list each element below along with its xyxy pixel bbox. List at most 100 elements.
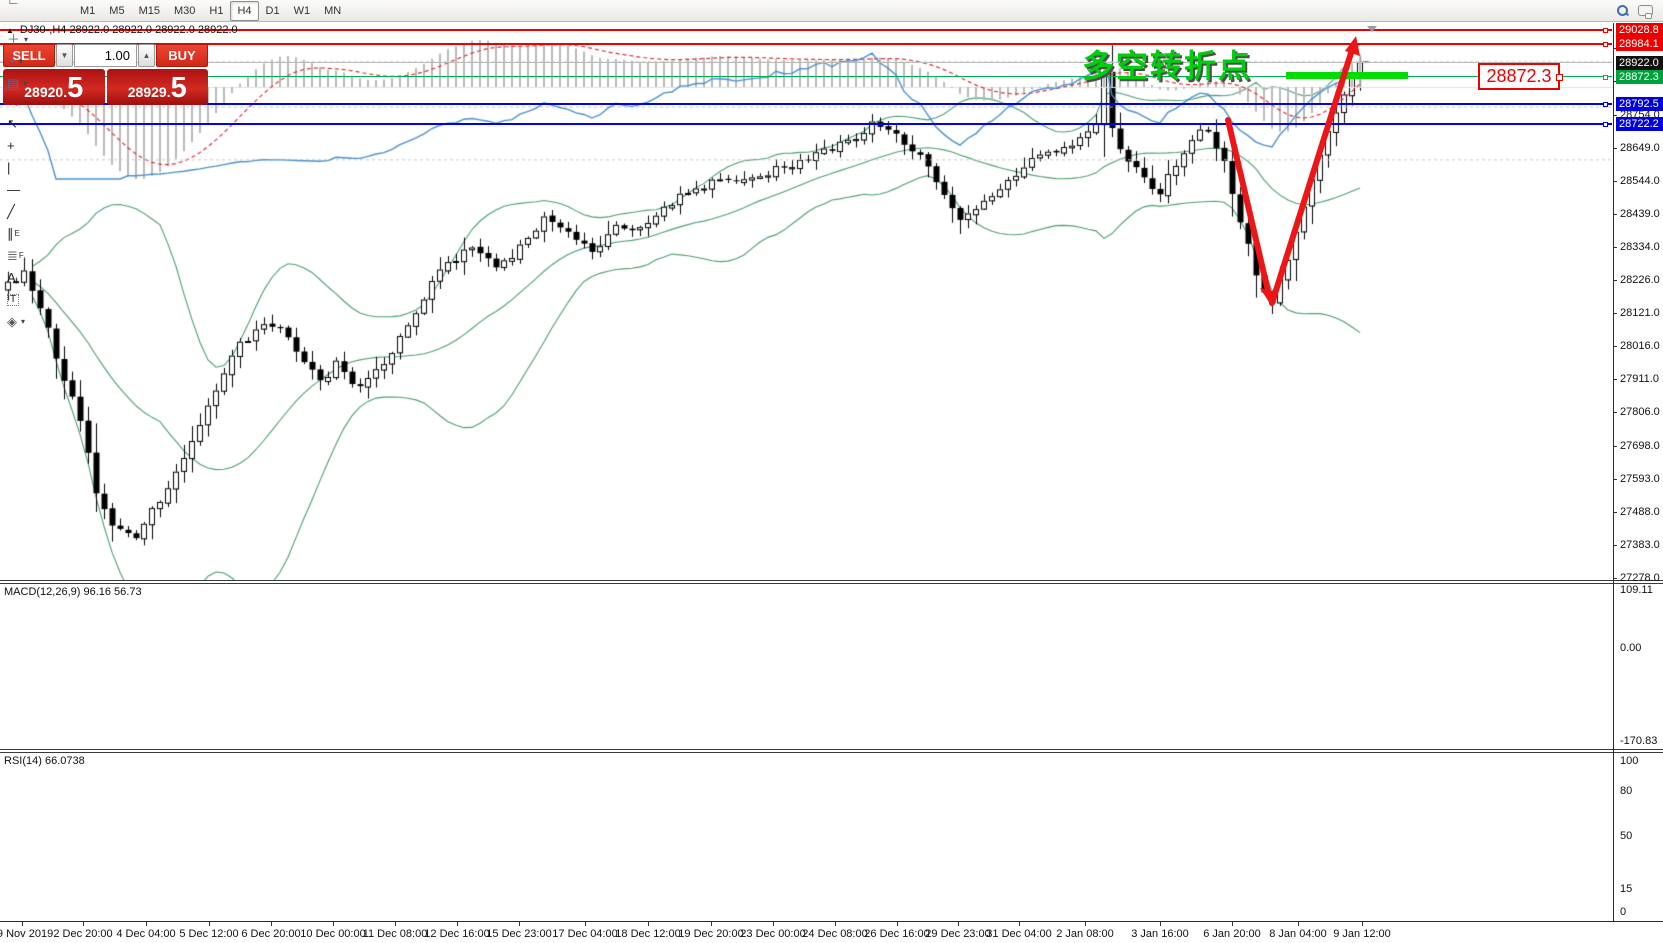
chevron-down-icon[interactable]: ▾: [23, 79, 28, 88]
text-button[interactable]: A: [2, 267, 73, 289]
volume-increase-button[interactable]: ▲: [138, 44, 155, 67]
time-axis-border: [0, 921, 1663, 922]
chevron-down-icon[interactable]: ▾: [18, 57, 23, 66]
support-zone-highlight[interactable]: [1286, 72, 1408, 79]
chart-shift-button[interactable]: ∟: [2, 0, 73, 11]
price-tick-mark: [1613, 512, 1617, 513]
time-tick-mark: [1085, 922, 1086, 926]
price-level-line-28722.2[interactable]: [0, 123, 1612, 125]
periods-button[interactable]: ◔ ▾: [2, 51, 73, 73]
fibonacci-button[interactable]: ≣ F: [2, 245, 73, 267]
time-tick-mark: [1160, 922, 1161, 926]
price-tick-mark: [1613, 148, 1617, 149]
icon-subscript: F: [18, 251, 24, 260]
price-axis-tick: 27698.0: [1620, 440, 1660, 452]
volume-decrease-button[interactable]: ▼: [56, 44, 73, 67]
pane-separator[interactable]: [0, 580, 1663, 584]
macd-axis-tick: 109.11: [1620, 584, 1653, 596]
equidistant-channel-icon: ∥: [7, 226, 14, 241]
time-axis-label: 31 Dec 04:00: [986, 928, 1052, 940]
macd-axis-tick: -170.83: [1620, 735, 1658, 747]
timeframe-mn-button[interactable]: MN: [324, 4, 342, 17]
time-tick-mark: [773, 922, 774, 926]
buy-price-display[interactable]: 28929. 5: [106, 69, 208, 105]
periods-icon: ◔: [7, 54, 15, 69]
arrow-down-marker[interactable]: [1367, 26, 1377, 32]
price-axis-tick: 27806.0: [1620, 406, 1660, 418]
price-tick-mark: [1613, 479, 1617, 480]
price-axis-tick: 28121.0: [1620, 307, 1660, 319]
time-axis-label: 23 Dec 00:00: [740, 928, 806, 940]
crosshair-button[interactable]: +: [2, 135, 73, 157]
price-axis-tick: 27383.0: [1620, 539, 1660, 551]
buy-button[interactable]: BUY: [156, 44, 208, 67]
price-axis-badge-28922.0: 28922.0: [1616, 55, 1663, 70]
price-axis-tick: 28544.0: [1620, 175, 1660, 187]
price-level-line-28872.3[interactable]: [0, 76, 1612, 77]
price-tick-mark: [1613, 412, 1617, 413]
horizontal-line-button[interactable]: —: [2, 179, 73, 201]
chevron-down-icon[interactable]: ▾: [24, 35, 29, 44]
price-level-line-28792.5[interactable]: [0, 103, 1612, 105]
volume-input[interactable]: [74, 44, 137, 67]
timeframe-m15-button[interactable]: M15: [138, 4, 160, 17]
price-axis-tick: 28439.0: [1620, 208, 1660, 220]
timeframe-m5-button[interactable]: M5: [109, 4, 125, 17]
price-axis-tick: 28649.0: [1620, 142, 1660, 154]
price-tick-mark: [1613, 48, 1617, 49]
arrows-object-button[interactable]: ◈ ▾: [2, 311, 73, 333]
text-label-button[interactable]: T: [2, 289, 73, 311]
time-tick-mark: [22, 922, 23, 926]
timeframe-h1-button[interactable]: H1: [209, 4, 224, 17]
time-tick-mark: [648, 922, 649, 926]
price-axis-tick: 27593.0: [1620, 473, 1660, 485]
time-axis-label: 6 Jan 20:00: [1203, 928, 1261, 940]
time-axis-label: 2 Jan 08:00: [1056, 928, 1114, 940]
pane-separator[interactable]: [0, 749, 1663, 753]
cursor-button[interactable]: ↖: [2, 113, 73, 135]
price-tick-mark: [1613, 81, 1617, 82]
time-tick-mark: [1298, 922, 1299, 926]
time-tick-mark: [209, 922, 210, 926]
price-axis-tick: 28226.0: [1620, 274, 1660, 286]
trendline-button[interactable]: ╱: [2, 201, 73, 223]
time-axis-label: 26 Dec 16:00: [864, 928, 930, 940]
vertical-line-button[interactable]: |: [2, 157, 73, 179]
price-level-line-29028.8[interactable]: [0, 29, 1612, 31]
buy-price-main: 28929.: [127, 84, 171, 100]
chart-shift-icon: ∟: [7, 0, 20, 6]
chat-icon[interactable]: [1638, 5, 1653, 19]
timeframe-m1-button[interactable]: M1: [80, 4, 96, 17]
search-icon[interactable]: [1617, 5, 1628, 16]
time-axis-label: 3 Jan 16:00: [1131, 928, 1189, 940]
rsi-indicator-label: RSI(14) 66.0738: [4, 755, 85, 767]
price-level-line-28922[interactable]: [0, 62, 1612, 63]
sell-price-display[interactable]: 28920. 5: [3, 69, 105, 105]
rsi-axis-tick: 50: [1620, 830, 1633, 842]
collapse-triangle-icon[interactable]: ▲: [6, 25, 14, 35]
time-axis-label: 2 Dec 20:00: [53, 928, 113, 940]
price-tick-mark: [1613, 214, 1617, 215]
symbol-ohlc-row: ▲ DJ30-,H4 28922.0 28922.0 28922.0 28922…: [6, 24, 238, 36]
price-axis-tick: 28016.0: [1620, 340, 1660, 352]
price-callout-label[interactable]: 28872.3: [1478, 63, 1560, 90]
time-tick-mark: [271, 922, 272, 926]
timeframe-w1-button[interactable]: W1: [293, 4, 311, 17]
chevron-down-icon[interactable]: ▾: [21, 317, 26, 326]
time-tick-mark: [1362, 922, 1363, 926]
templates-button[interactable]: ▤ ▾: [2, 73, 73, 95]
timeframe-m30-button[interactable]: M30: [173, 4, 196, 17]
chart-window: 29028.8 28984.1 28922.0 28872.3 28792.5 28722…: [0, 23, 1663, 943]
price-axis-badge-28722.2: 28722.2: [1616, 117, 1663, 131]
sell-button[interactable]: SELL: [3, 44, 55, 67]
price-tick-mark: [1613, 247, 1617, 248]
rsi-pane-canvas[interactable]: [0, 23, 1613, 191]
timeframe-d1-button[interactable]: D1: [265, 4, 280, 17]
price-axis-badge-29028.8: 29028.8: [1616, 23, 1663, 37]
add-indicator-button[interactable]: ＋ ▾: [2, 29, 73, 51]
timeframe-h4-button[interactable]: H4: [230, 0, 259, 21]
time-axis-label: 5 Dec 12:00: [179, 928, 239, 940]
price-level-line-28984.1[interactable]: [0, 43, 1612, 45]
equidistant-channel-button[interactable]: ∥ E: [2, 223, 73, 245]
one-click-trading-panel: SELL ▼ ▲ BUY 28920.5 28929.5: [3, 44, 208, 105]
